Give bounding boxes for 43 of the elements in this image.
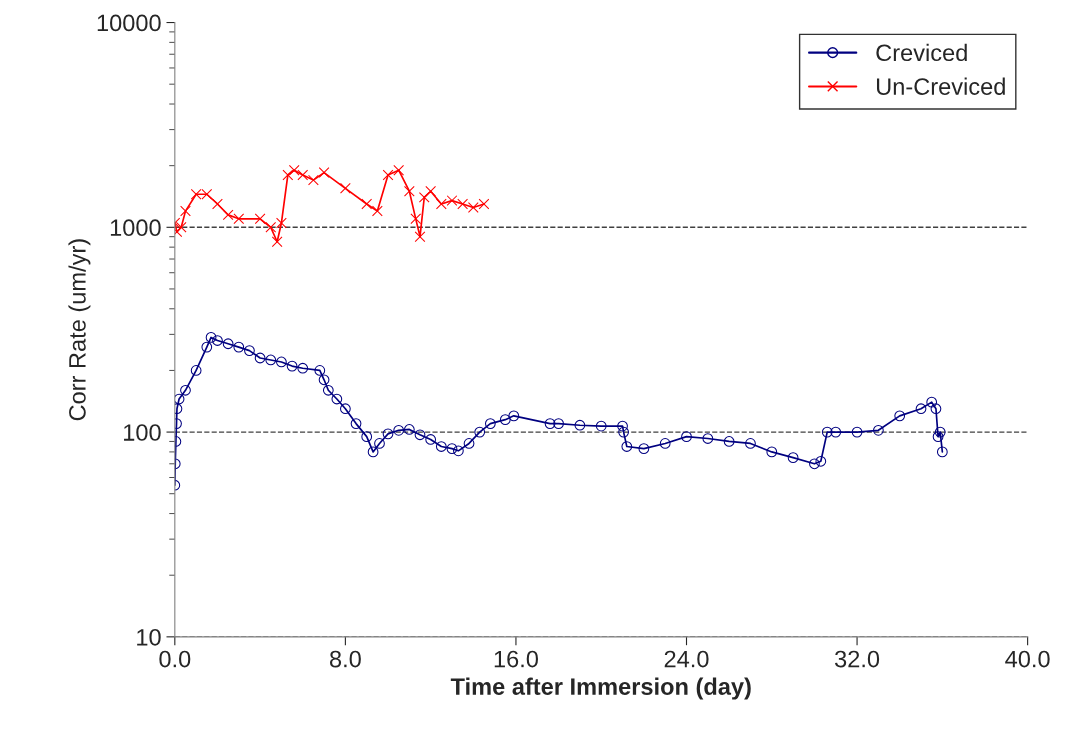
- legend-label: Un-Creviced: [876, 77, 1005, 95]
- point: [410, 213, 422, 225]
- x-axis-title: Time after Immersion (day): [450, 677, 751, 700]
- y-tick-label: 10: [137, 628, 161, 646]
- point: [318, 167, 330, 178]
- point: [222, 209, 234, 221]
- y-tick-label: 1000: [110, 219, 161, 237]
- point: [435, 198, 447, 210]
- y-axis-title: Corr Rate (um/yr): [68, 239, 91, 421]
- x-tick-label: 32.0: [834, 650, 880, 668]
- point: [276, 217, 287, 229]
- point: [340, 182, 351, 194]
- point: [282, 169, 294, 181]
- x-tick-label: 8.0: [330, 650, 361, 668]
- x-tick-label: 40.0: [1005, 650, 1050, 668]
- point: [297, 169, 309, 181]
- point: [265, 221, 277, 233]
- point: [393, 164, 405, 176]
- point: [403, 185, 415, 197]
- point: [425, 185, 437, 197]
- point: [212, 198, 223, 210]
- point: [457, 198, 469, 210]
- point: [414, 231, 426, 243]
- point: [371, 205, 383, 217]
- y-tick-label: 10000: [97, 14, 161, 32]
- point: [180, 205, 191, 217]
- point: [418, 192, 430, 203]
- point: [175, 221, 187, 233]
- point: [361, 198, 373, 210]
- point: [478, 198, 490, 210]
- point: [467, 202, 479, 213]
- x-tick-label: 16.0: [494, 650, 538, 668]
- legend-label: Creviced: [876, 43, 967, 62]
- point: [308, 174, 319, 186]
- point: [271, 236, 283, 248]
- x-tick-label: 0.0: [159, 650, 191, 668]
- point: [254, 213, 266, 225]
- point: [446, 195, 458, 206]
- x-tick-label: 24.0: [664, 650, 709, 668]
- y-tick-label: 100: [124, 424, 161, 441]
- point: [233, 213, 245, 225]
- point: [288, 164, 300, 176]
- point: [382, 169, 394, 181]
